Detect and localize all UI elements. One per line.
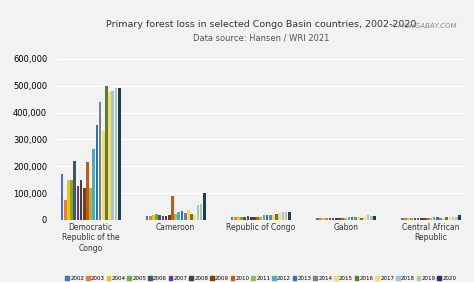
Bar <box>436 217 438 220</box>
Bar <box>165 216 167 220</box>
Bar <box>92 149 95 220</box>
Bar <box>174 214 177 220</box>
Bar <box>67 180 70 220</box>
Bar <box>200 204 202 220</box>
Bar <box>338 218 341 220</box>
Bar <box>404 218 407 220</box>
Legend: 2002, 2003, 2004, 2005, 2006, 2007, 2008, 2009, 2010, 2011, 2012, 2013, 2014, 20: 2002, 2003, 2004, 2005, 2006, 2007, 2008… <box>63 274 458 282</box>
Bar <box>410 218 413 220</box>
Bar <box>256 217 259 220</box>
Bar <box>455 217 457 220</box>
Bar <box>259 217 262 220</box>
Bar <box>146 216 148 220</box>
Bar <box>351 217 354 220</box>
Bar <box>177 212 180 220</box>
Bar <box>275 214 278 220</box>
Bar <box>401 218 403 220</box>
Bar <box>439 218 442 220</box>
Bar <box>240 217 243 220</box>
Bar <box>332 218 334 220</box>
Bar <box>452 217 455 220</box>
Bar <box>429 218 432 220</box>
Bar <box>108 92 111 220</box>
Bar <box>83 188 86 220</box>
Bar <box>184 213 187 220</box>
Bar <box>203 193 206 220</box>
Bar <box>335 218 337 220</box>
Bar <box>370 216 373 220</box>
Bar <box>193 215 196 220</box>
Bar <box>282 212 284 220</box>
Bar <box>341 218 344 220</box>
Bar <box>115 88 118 220</box>
Bar <box>80 180 82 220</box>
Bar <box>319 218 322 220</box>
Bar <box>263 215 265 220</box>
Bar <box>152 215 155 220</box>
Bar <box>364 217 366 220</box>
Bar <box>414 218 416 220</box>
Text: Data source: Hansen / WRI 2021: Data source: Hansen / WRI 2021 <box>192 33 329 42</box>
Bar <box>407 218 410 220</box>
Bar <box>102 131 105 220</box>
Bar <box>155 214 158 220</box>
Text: ✓ MONGABAY.COM: ✓ MONGABAY.COM <box>390 23 456 29</box>
Bar <box>278 213 281 220</box>
Bar <box>354 217 356 220</box>
Bar <box>373 216 376 220</box>
Bar <box>190 214 193 220</box>
Bar <box>253 217 255 220</box>
Bar <box>149 216 152 220</box>
Bar <box>197 205 199 220</box>
Bar <box>288 212 291 220</box>
Text: Primary forest loss in selected Congo Basin countries, 2002-2020: Primary forest loss in selected Congo Ba… <box>106 20 416 29</box>
Bar <box>433 217 435 220</box>
Bar <box>70 180 73 220</box>
Bar <box>64 200 66 220</box>
Bar <box>316 218 319 220</box>
Bar <box>158 215 161 220</box>
Bar <box>96 125 98 220</box>
Bar <box>357 217 360 220</box>
Bar <box>442 218 445 220</box>
Bar <box>111 91 114 220</box>
Bar <box>246 216 249 220</box>
Bar <box>448 217 451 220</box>
Bar <box>234 217 237 220</box>
Bar <box>272 215 275 220</box>
Bar <box>285 212 287 220</box>
Bar <box>347 217 350 220</box>
Bar <box>423 218 426 220</box>
Bar <box>61 174 64 220</box>
Bar <box>417 218 419 220</box>
Bar <box>168 215 171 220</box>
Bar <box>89 188 92 220</box>
Bar <box>266 215 268 220</box>
Bar <box>250 217 253 220</box>
Bar <box>426 218 429 220</box>
Bar <box>244 217 246 220</box>
Bar <box>458 215 461 220</box>
Bar <box>269 215 272 220</box>
Bar <box>187 210 190 220</box>
Bar <box>322 218 325 220</box>
Bar <box>345 218 347 220</box>
Bar <box>118 88 120 220</box>
Bar <box>76 186 79 220</box>
Bar <box>446 217 448 220</box>
Bar <box>231 217 234 220</box>
Bar <box>73 161 76 220</box>
Bar <box>162 216 164 220</box>
Bar <box>328 218 331 220</box>
Bar <box>171 196 174 220</box>
Bar <box>325 218 328 220</box>
Bar <box>181 211 183 220</box>
Bar <box>105 86 108 220</box>
Bar <box>99 102 101 220</box>
Bar <box>420 218 423 220</box>
Bar <box>367 215 369 220</box>
Bar <box>360 218 363 220</box>
Bar <box>86 162 89 220</box>
Bar <box>237 217 240 220</box>
